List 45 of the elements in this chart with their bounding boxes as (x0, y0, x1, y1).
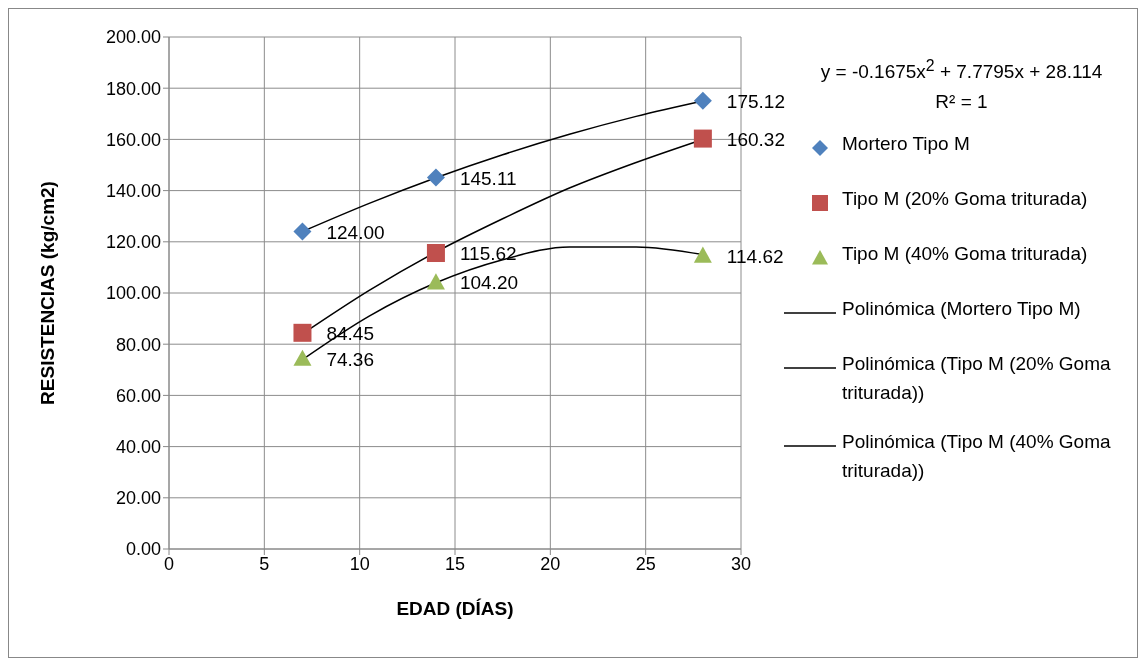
x-tick-label: 20 (540, 553, 561, 574)
data-label: 115.62 (459, 243, 517, 265)
x-tick-label: 10 (349, 553, 370, 574)
y-tick-label: 120.00 (105, 232, 161, 253)
y-tick-label: 160.00 (105, 129, 161, 150)
data-label: 104.20 (459, 272, 519, 294)
y-tick-label: 40.00 (115, 436, 161, 457)
point (693, 91, 712, 110)
point (693, 246, 712, 263)
legend-label: Tipo M (40% Goma triturada) (842, 242, 1089, 266)
text: R² = 1 (935, 91, 988, 113)
x-tick-label: 15 (444, 553, 466, 574)
legend-label: Tipo M (20% Goma triturada) (842, 187, 1089, 211)
y-axis-title: RESISTENCIAS (kg/cm2) (36, 181, 58, 405)
data-label: 124.00 (326, 221, 385, 243)
point (293, 222, 312, 241)
y-tick-label: 180.00 (105, 78, 161, 99)
y-tick-label: 20.00 (115, 488, 161, 509)
legend-label: Mortero Tipo M (842, 132, 971, 156)
y-tick-label: 200.00 (105, 27, 161, 48)
x-tick-label: 25 (635, 553, 656, 574)
data-label: 160.32 (726, 128, 785, 150)
data-label: 114.62 (726, 245, 784, 267)
x-axis-title: EDAD (DÍAS) (396, 598, 514, 619)
point (293, 323, 312, 342)
y-tick-label: 80.00 (115, 334, 161, 355)
y-tick-label: 140.00 (105, 180, 161, 201)
point (693, 129, 712, 148)
legend-label: Polinómica (Tipo M (40% Goma triturada)) (842, 430, 1112, 483)
x-tick-label: 5 (259, 553, 270, 574)
x-tick-label: 30 (730, 553, 752, 574)
data-label: 145.11 (459, 167, 517, 189)
y-tick-label: 0.00 (125, 539, 161, 560)
legend-label: Polinómica (Tipo M (20% Goma triturada)) (842, 352, 1112, 405)
point (426, 168, 445, 187)
data-label: 74.36 (326, 348, 375, 370)
y-tick-label: 60.00 (115, 385, 161, 406)
text: y = -0.1675x$^{2}$ + 7.7795x + 28.114 (820, 57, 1103, 83)
data-label: 175.12 (726, 90, 785, 112)
y-tick-label: 100.00 (105, 283, 161, 304)
point (426, 273, 445, 290)
point (426, 244, 445, 263)
x-tick-label: 0 (163, 553, 175, 574)
legend-label: Polinómica (Mortero Tipo M) (842, 297, 1082, 321)
point (293, 349, 312, 366)
